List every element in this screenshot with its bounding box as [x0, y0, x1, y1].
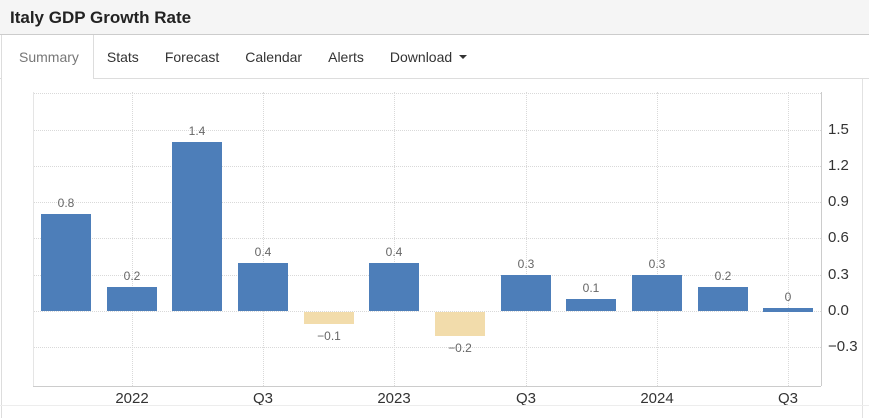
bar[interactable]	[238, 263, 288, 311]
y-axis-tick-label: −0.3	[828, 338, 858, 355]
bar-value-label: 1.4	[188, 124, 206, 138]
bar-value-label: 0.4	[385, 245, 403, 259]
v-gridline	[132, 92, 133, 386]
x-axis-tick-label: 2023	[377, 390, 411, 407]
page-title: Italy GDP Growth Rate	[10, 8, 192, 27]
y-axis-tick-label: 0.9	[828, 193, 849, 210]
bar[interactable]	[501, 275, 551, 311]
bar-value-label: 0.4	[254, 245, 272, 259]
tab-summary[interactable]: Summary	[2, 35, 94, 79]
y-axis-tick-label: 1.2	[828, 157, 849, 174]
y-axis-line	[821, 92, 822, 386]
h-gridline	[33, 93, 821, 94]
h-gridline	[33, 130, 821, 131]
x-axis-tick-label: Q3	[252, 390, 273, 407]
x-axis-line	[33, 386, 821, 387]
h-gridline	[33, 202, 821, 203]
bar-value-label: 0.2	[123, 269, 141, 283]
caret-down-icon	[459, 54, 468, 59]
tab-alerts[interactable]: Alerts	[328, 48, 364, 65]
panel-bottom-border	[0, 405, 869, 406]
tab-bar: Summary Stats Forecast Calendar Alerts D…	[0, 35, 869, 79]
tab-download-label: Download	[389, 48, 453, 65]
y-axis-tick-label: 0.6	[828, 229, 849, 246]
h-gridline	[33, 275, 821, 276]
bar-value-label: 0.1	[582, 281, 600, 295]
page-header: Italy GDP Growth Rate	[0, 0, 869, 35]
x-axis-tick-label: Q3	[777, 390, 798, 407]
h-gridline	[33, 166, 821, 167]
bar-value-label: −0.1	[317, 329, 341, 343]
bar[interactable]	[172, 142, 222, 311]
bar-value-label: 0.2	[714, 269, 732, 283]
x-axis-tick-label: 2022	[115, 390, 149, 407]
y-axis-tick-label: 0.0	[828, 302, 849, 319]
h-gridline	[33, 238, 821, 239]
v-gridline	[657, 92, 658, 386]
bar-value-label: 0.8	[57, 196, 75, 210]
v-gridline	[394, 92, 395, 386]
h-gridline	[33, 347, 821, 348]
bar-value-label: 0.3	[517, 257, 535, 271]
plot-left-border	[33, 92, 34, 386]
y-axis-tick-label: 0.3	[828, 266, 849, 283]
bar[interactable]	[41, 214, 91, 311]
y-axis-tick-label: 1.5	[828, 121, 849, 138]
h-gridline	[33, 311, 821, 312]
tab-download[interactable]: Download	[377, 35, 480, 78]
bar-value-label: 0	[784, 290, 792, 304]
bar[interactable]	[369, 263, 419, 311]
bar[interactable]	[566, 299, 616, 311]
bar[interactable]	[698, 287, 748, 311]
tab-forecast[interactable]: Forecast	[164, 48, 220, 65]
bar[interactable]	[632, 275, 682, 311]
bar[interactable]	[107, 287, 157, 311]
v-gridline	[263, 92, 264, 386]
v-gridline	[788, 92, 789, 386]
bar[interactable]	[435, 312, 485, 336]
panel-left-border	[1, 35, 2, 418]
bar[interactable]	[763, 308, 813, 312]
bar-value-label: 0.3	[648, 257, 666, 271]
tab-calendar[interactable]: Calendar	[245, 48, 303, 65]
bar[interactable]	[304, 312, 354, 324]
x-axis-tick-label: 2024	[640, 390, 674, 407]
tab-stats[interactable]: Stats	[106, 48, 139, 65]
bar-value-label: −0.2	[448, 341, 472, 355]
x-axis-tick-label: Q3	[515, 390, 536, 407]
v-gridline	[526, 92, 527, 386]
panel-right-border	[862, 79, 863, 418]
